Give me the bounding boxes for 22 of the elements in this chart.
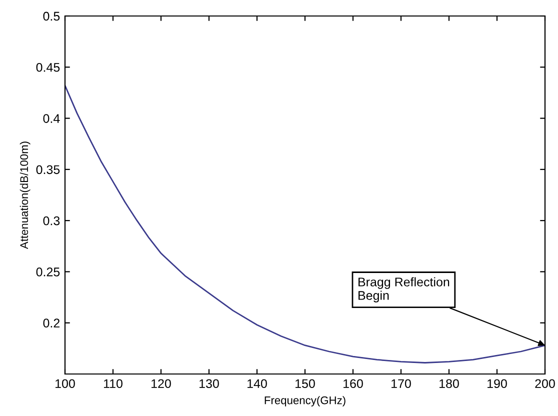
x-tick-label: 170 xyxy=(392,379,411,388)
x-tick-label: 190 xyxy=(488,379,507,388)
x-tick-label: 180 xyxy=(440,379,459,388)
line-series xyxy=(65,84,545,364)
y-tick-label: 0.25 xyxy=(36,268,60,276)
y-tick-label: 0.2 xyxy=(43,318,60,328)
y-tick-label: 0.45 xyxy=(36,62,60,72)
x-tick-label: 150 xyxy=(296,379,315,388)
x-tick-label: 140 xyxy=(248,379,267,388)
x-tick-label: 130 xyxy=(200,379,219,388)
x-tick-label: 200 xyxy=(535,379,555,388)
x-axis-title: Frequency(GHz) xyxy=(264,396,346,406)
x-tick-label: 120 xyxy=(152,379,171,388)
y-tick-label: 0.5 xyxy=(43,12,60,21)
x-tick-label: 110 xyxy=(104,379,122,388)
y-tick-label: 0.3 xyxy=(43,216,60,226)
y-tick-label: 0.35 xyxy=(36,165,60,174)
x-tick-label: 160 xyxy=(344,379,363,388)
x-tick-label: 100 xyxy=(56,379,75,388)
y-axis-title: Attenuation(dB/100m) xyxy=(20,142,30,250)
annotation: Bragg Reflection Begin xyxy=(358,277,450,302)
y-tick-label: 0.4 xyxy=(43,114,60,123)
